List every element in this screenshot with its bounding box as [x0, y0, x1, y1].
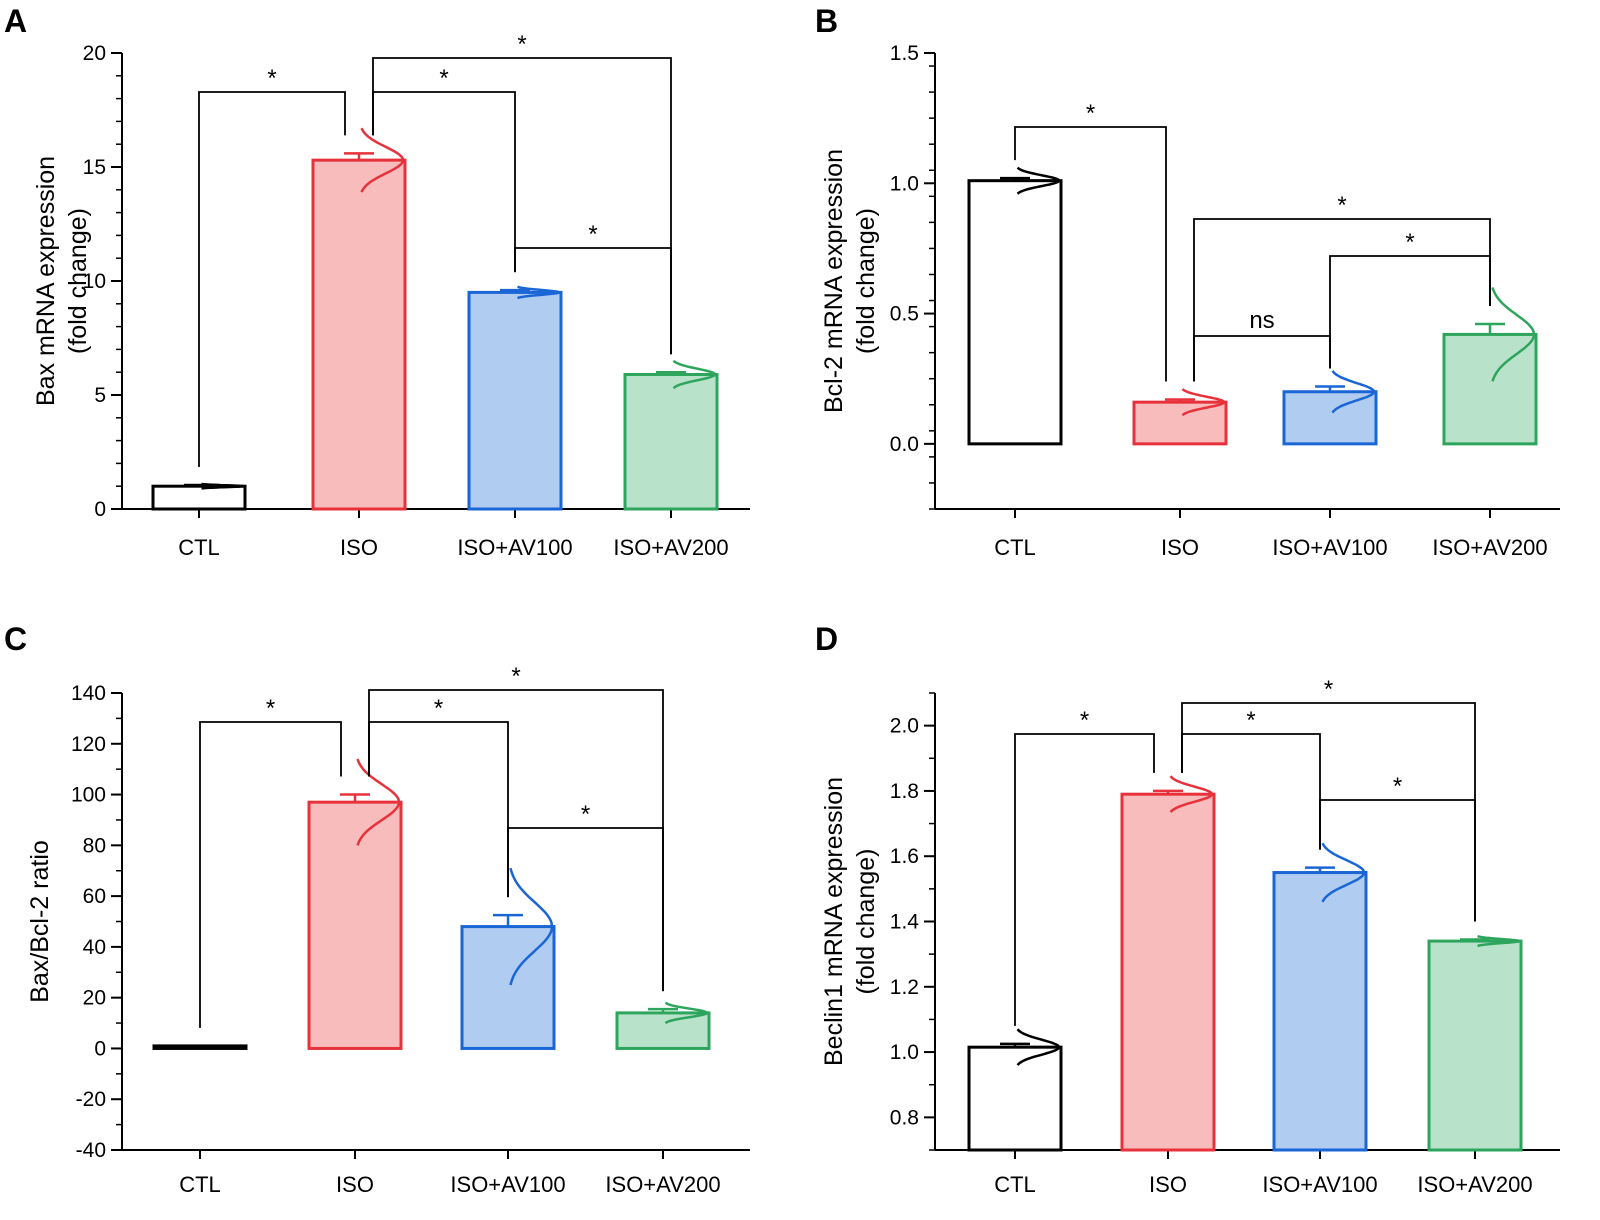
significance-bracket	[372, 57, 672, 355]
y-tick-label: 15	[83, 156, 106, 179]
significance-label: *	[1324, 676, 1333, 703]
significance-label: *	[439, 65, 448, 92]
bar	[151, 484, 247, 511]
x-tick-label: ISO+AV200	[613, 535, 728, 560]
y-tick-label: 0.0	[890, 433, 919, 456]
panel-letter: B	[815, 3, 838, 39]
x-tick-label: ISO+AV200	[1417, 1172, 1532, 1197]
significance-label: *	[267, 65, 276, 92]
x-tick-label: CTL	[994, 535, 1036, 560]
bar	[1120, 792, 1216, 1152]
significance-label: *	[1080, 707, 1089, 734]
x-tick-label: ISO+AV100	[1272, 535, 1387, 560]
x-tick-label: ISO+AV100	[450, 1172, 565, 1197]
significance-label: *	[1393, 773, 1402, 800]
significance-bracket	[507, 827, 664, 992]
significance-label: *	[266, 695, 275, 722]
x-tick-label: ISO	[1161, 535, 1199, 560]
bar	[967, 1045, 1063, 1152]
y-tick-label: 1.0	[890, 1041, 919, 1064]
significance-bracket	[1329, 255, 1491, 369]
y-tick-label: 0.8	[890, 1106, 919, 1129]
significance-label: *	[1086, 100, 1095, 127]
y-tick-label: 1.4	[890, 911, 920, 934]
y-tick-label: 120	[71, 733, 106, 756]
x-tick-label: ISO+AV100	[1262, 1172, 1377, 1197]
x-tick-label: ISO+AV200	[605, 1172, 720, 1197]
significance-label: *	[1246, 707, 1255, 734]
panel-letter: D	[815, 621, 838, 657]
y-tick-label: 1.6	[890, 845, 919, 868]
bar	[967, 179, 1063, 446]
bar	[1427, 939, 1523, 1152]
x-tick-label: CTL	[178, 535, 220, 560]
y-tick-label: 10	[83, 270, 106, 293]
y-tick-label: 0	[94, 1037, 106, 1060]
y-tick-label: 0.5	[890, 303, 919, 326]
significance-bracket	[1014, 126, 1167, 382]
y-tick-label: 60	[83, 885, 106, 908]
x-tick-label: ISO	[1149, 1172, 1187, 1197]
y-tick-label: 20	[83, 987, 106, 1010]
bar	[307, 800, 403, 1050]
y-axis-subtitle: (fold change)	[852, 849, 880, 995]
y-axis-title: Bax mRNA expression	[32, 156, 60, 406]
significance-bracket	[1014, 733, 1155, 1026]
panel-letter: A	[4, 3, 27, 39]
significance-bracket	[198, 91, 346, 468]
y-tick-label: 2.0	[890, 715, 919, 738]
y-tick-label: 1.2	[890, 976, 919, 999]
y-axis-title: Bcl-2 mRNA expression	[820, 149, 848, 413]
significance-label: *	[581, 801, 590, 828]
y-tick-label: 1.8	[890, 780, 919, 803]
significance-label: *	[511, 663, 520, 690]
significance-label: *	[588, 221, 597, 248]
bar	[623, 372, 719, 511]
y-axis-title: Beclin1 mRNA expression	[820, 777, 848, 1066]
bar	[1132, 400, 1228, 446]
bar	[1272, 871, 1368, 1152]
y-axis-title: Bax/Bcl-2 ratio	[26, 840, 54, 1003]
x-tick-label: CTL	[179, 1172, 221, 1197]
significance-bracket	[1319, 799, 1476, 922]
panel-c: C -40 -20 0 20 40 60 80 100 120 140 Bax/Bcl-2 ratio…	[4, 621, 750, 1197]
x-tick-label: CTL	[994, 1172, 1036, 1197]
significance-label: ns	[1249, 307, 1274, 334]
x-tick-label: ISO+AV100	[457, 535, 572, 560]
significance-bracket	[514, 247, 672, 355]
y-tick-label: 40	[83, 936, 106, 959]
y-tick-label: 1.0	[890, 172, 919, 195]
y-tick-label: 100	[71, 784, 106, 807]
significance-label: *	[517, 31, 526, 58]
y-tick-label: -20	[76, 1088, 106, 1111]
significance-label: *	[434, 695, 443, 722]
y-tick-label: 20	[83, 42, 106, 65]
y-tick-label: -40	[76, 1139, 106, 1162]
significance-bracket	[1193, 335, 1331, 382]
panel-a: A 0 5 10 15 20 Bax mRNA expression (fold change…	[4, 3, 750, 560]
y-axis-subtitle: (fold change)	[64, 208, 92, 354]
y-tick-label: 5	[94, 384, 106, 407]
significance-label: *	[1405, 229, 1414, 256]
panel-b: B 0.0 0.5 1.0 1.5 Bcl-2 mRNA expression (fold …	[815, 3, 1560, 560]
significance-label: *	[1337, 192, 1346, 219]
bar	[311, 158, 407, 511]
bar	[467, 290, 563, 511]
y-axis-subtitle: (fold change)	[852, 208, 880, 354]
panel-letter: C	[4, 621, 27, 657]
y-tick-label: 140	[71, 682, 106, 705]
x-tick-label: ISO	[336, 1172, 374, 1197]
bar	[1442, 332, 1538, 446]
x-tick-label: ISO	[340, 535, 378, 560]
bar	[615, 1011, 711, 1050]
significance-bracket	[199, 721, 342, 1028]
bar	[152, 1044, 248, 1050]
x-tick-label: ISO+AV200	[1432, 535, 1547, 560]
y-tick-label: 1.5	[890, 42, 919, 65]
y-tick-label: 0	[94, 498, 106, 521]
panel-d: D 0.8 1.0 1.2 1.4 1.6 1.8 2.0 Beclin1 mRNA expre…	[815, 621, 1560, 1197]
y-tick-label: 80	[83, 834, 106, 857]
